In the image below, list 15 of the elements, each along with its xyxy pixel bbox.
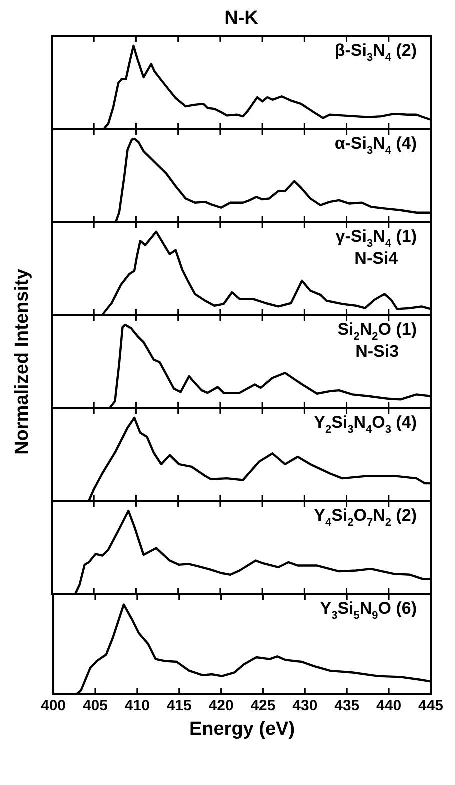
chart-title: N-K (224, 8, 260, 31)
x-tick-label: 415 (166, 697, 192, 714)
x-tick-label: 425 (250, 697, 276, 714)
x-tick-label: 400 (41, 697, 66, 714)
x-tick-label: 440 (376, 697, 402, 714)
x-tick-label: 405 (82, 697, 108, 714)
annotation: N-Si4 (354, 249, 399, 268)
x-tick-label: 410 (124, 697, 150, 714)
x-tick-label: 435 (334, 697, 360, 714)
x-axis-title: Energy (eV) (189, 718, 296, 740)
x-tick-label: 445 (418, 697, 444, 714)
annotation: N-Si3 (356, 342, 400, 361)
y-axis-title: Normalized Intensity (12, 268, 34, 454)
x-tick-label: 430 (292, 697, 318, 714)
x-tick-label: 420 (208, 697, 234, 714)
